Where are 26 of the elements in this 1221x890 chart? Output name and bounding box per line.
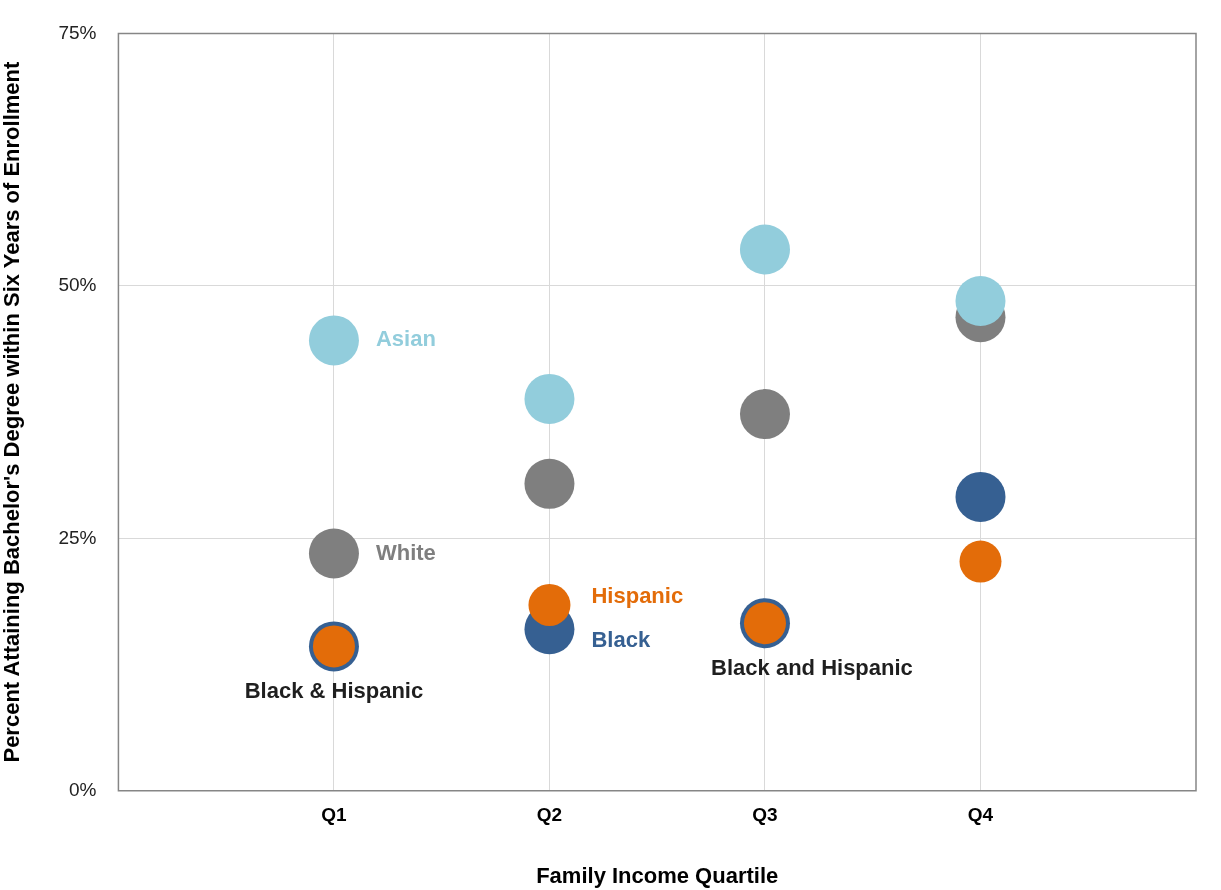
point (308, 528, 359, 579)
point (308, 315, 359, 366)
point (959, 540, 1002, 583)
y-axis-title: Percent Attaining Bachelor's Degree within Six Years of Enrollment (0, 61, 25, 763)
point (524, 458, 575, 509)
x-tick-label: Q3 (752, 804, 778, 826)
annotation: Black (591, 627, 651, 653)
annotation: Black and Hispanic (711, 655, 913, 681)
y-tick-label: 50% (58, 274, 97, 296)
y-tick-label: 25% (58, 526, 97, 548)
point (524, 373, 575, 424)
point (955, 276, 1006, 327)
y-tick-label: 75% (58, 21, 97, 43)
x-axis-title: Family Income Quartile (536, 862, 779, 888)
point (955, 471, 1006, 522)
point (739, 224, 790, 275)
annotation: Hispanic (591, 583, 684, 609)
x-tick-label: Q2 (536, 804, 563, 826)
annotation: Asian (375, 326, 436, 352)
y-tick-label: 0% (68, 779, 97, 801)
x-tick-label: Q4 (967, 804, 994, 826)
x-tick-label: Q1 (321, 804, 348, 826)
point (739, 389, 790, 440)
annotation: Black & Hispanic (244, 678, 424, 704)
annotation: White (375, 539, 436, 565)
point (528, 583, 571, 626)
